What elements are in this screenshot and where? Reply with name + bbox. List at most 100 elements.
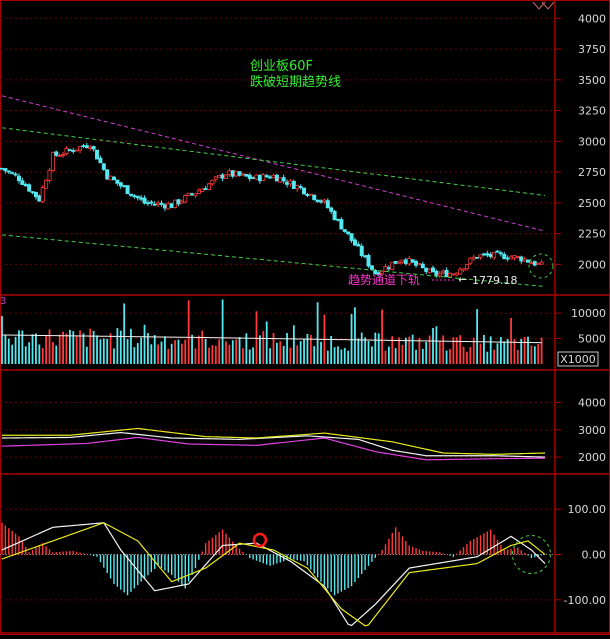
unit-box (557, 351, 599, 367)
chart-subtitle: 跌破短期趋势线 (250, 74, 341, 90)
candle (322, 199, 327, 203)
candle (464, 264, 469, 270)
candle (291, 180, 296, 189)
candle (488, 253, 493, 257)
candle (427, 268, 432, 274)
candle (437, 272, 442, 277)
chevron-down-icon (532, 1, 555, 10)
candle (223, 174, 228, 179)
candle (37, 195, 42, 202)
candle (369, 265, 374, 270)
magenta-ma-line (1, 436, 546, 461)
candle (23, 184, 28, 187)
candle (203, 188, 208, 190)
candle (414, 261, 419, 266)
candle (247, 174, 252, 179)
candle (0, 167, 4, 170)
candle (352, 239, 357, 246)
candle (40, 187, 45, 202)
candle (471, 256, 476, 260)
candle (444, 270, 449, 278)
candle (105, 169, 110, 180)
candle (288, 180, 293, 185)
candle (149, 201, 154, 204)
candle (390, 262, 395, 270)
candle (281, 177, 286, 182)
candle (111, 176, 116, 181)
candle (190, 193, 195, 196)
candle (210, 179, 215, 185)
candle (169, 203, 174, 208)
candle (261, 174, 266, 181)
candle (173, 199, 178, 208)
candle (135, 195, 140, 199)
tick-label: 3000 (578, 424, 606, 437)
candle (74, 149, 79, 152)
candle (485, 253, 490, 256)
candle (84, 145, 89, 149)
candle (498, 252, 503, 255)
candle (285, 181, 290, 185)
tick-label: 5000 (578, 333, 606, 346)
candle (142, 197, 147, 204)
candle (505, 257, 510, 260)
candle (512, 255, 517, 259)
candle (298, 186, 303, 188)
candle (268, 176, 273, 179)
candle (383, 266, 388, 272)
candle (519, 256, 524, 262)
candle (302, 187, 307, 195)
candle (67, 149, 72, 152)
candle (234, 171, 239, 177)
candle (400, 259, 405, 263)
candle (81, 145, 86, 148)
candle (532, 261, 537, 266)
candle (319, 200, 324, 203)
cross-marker-circle (252, 532, 268, 548)
channel-annotation: 趋势通道下轨 (348, 273, 420, 287)
candle (88, 146, 93, 149)
candle (441, 270, 446, 274)
candle (312, 194, 317, 201)
candle (27, 184, 32, 192)
chart-title: 创业板60F (250, 59, 313, 74)
candle (264, 175, 269, 178)
candle (458, 268, 463, 275)
candle (417, 263, 422, 266)
candle (397, 261, 402, 264)
candle (308, 193, 313, 196)
candle (332, 210, 337, 221)
candle (539, 261, 544, 265)
candle (196, 190, 201, 194)
candle (373, 270, 378, 275)
candle (183, 195, 188, 203)
candle (132, 195, 137, 198)
white-ma-line (1, 431, 546, 458)
candle (227, 170, 232, 176)
yellow-ma-line (2, 427, 546, 455)
candle (152, 203, 157, 206)
candle (407, 258, 412, 265)
candle (447, 273, 452, 278)
candle (64, 148, 69, 154)
candle (193, 193, 198, 196)
candle (366, 255, 371, 267)
candle (461, 268, 466, 271)
min-price-label: 1779.18 (472, 274, 518, 287)
candle (325, 200, 330, 209)
candle (47, 169, 52, 181)
candle (33, 191, 38, 198)
candle (522, 258, 527, 262)
candle (98, 157, 103, 164)
volume-ma-line (1, 334, 542, 344)
candle (363, 255, 368, 258)
candle (475, 256, 480, 259)
candle (478, 254, 483, 258)
candle (44, 179, 49, 189)
panel-index-icon: 3 (0, 296, 6, 307)
candle (342, 229, 347, 232)
candle (166, 203, 171, 210)
tick-label: 2500 (578, 197, 606, 210)
candle (386, 267, 391, 270)
